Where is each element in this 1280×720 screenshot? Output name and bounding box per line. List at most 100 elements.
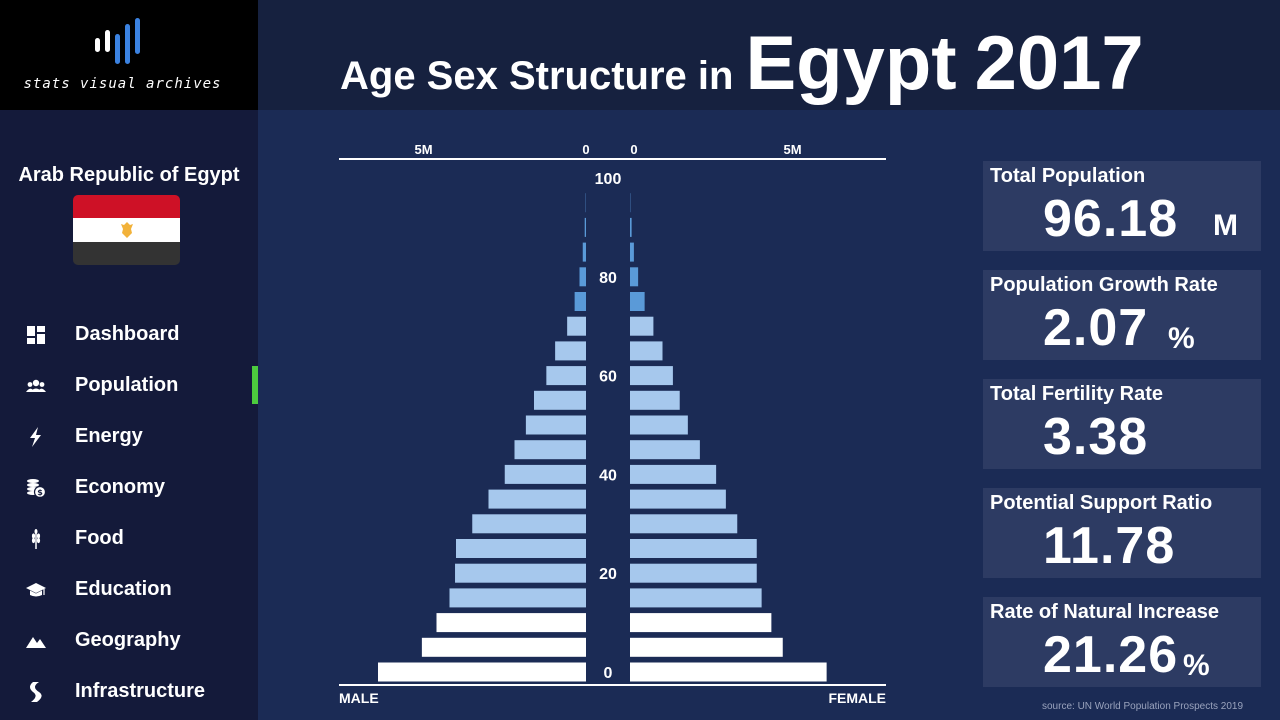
source-note: source: UN World Population Prospects 20… [1042,701,1244,712]
sidebar-item-energy[interactable]: Energy [0,412,258,463]
sidebar-item-economy[interactable]: $ Economy [0,463,258,514]
bar-chart-logo-icon [95,18,140,64]
sidebar-item-label: Population [75,374,179,396]
road-icon [30,682,42,702]
graduation-cap-icon [26,583,46,597]
female-bar [630,637,783,657]
stat-card-natural-increase: Rate of Natural Increase 21.26 % [983,597,1261,687]
male-bar [584,217,586,237]
male-bar [555,341,586,361]
stat-unit: % [1183,649,1210,682]
sidebar-item-label: Geography [75,629,181,651]
country-name: Arab Republic of Egypt [18,164,240,186]
stat-value: 11.78 [1043,517,1176,575]
female-bar [630,489,726,509]
sidebar-item-label: Infrastructure [75,680,206,702]
stat-card-growth-rate: Population Growth Rate 2.07 % [983,270,1261,360]
stat-label: Potential Support Ratio [990,492,1213,514]
male-axis-label: MALE [339,690,379,706]
flag-stripe-red [73,195,180,219]
female-bar [630,440,700,460]
title-year: 2017 [974,21,1144,106]
egypt-flag [73,195,180,265]
female-bar [630,390,680,410]
mountain-icon [26,637,46,648]
eagle-emblem-icon [121,222,133,238]
stat-card-fertility-rate: Total Fertility Rate 3.38 [983,379,1261,469]
female-bar [630,341,663,361]
sidebar-item-label: Food [75,527,124,549]
male-bar [378,662,586,682]
female-bar [630,217,632,237]
svg-text:$: $ [37,488,43,497]
female-bar [630,662,827,682]
stat-label: Total Population [990,165,1146,187]
age-tick-label: 40 [599,467,617,484]
stat-label: Rate of Natural Increase [990,601,1219,623]
female-bar [630,588,762,608]
stat-value: 3.38 [1043,408,1149,466]
stat-value: 21.26 [1043,626,1179,684]
male-bar [514,440,586,460]
male-bar [574,292,586,311]
sidebar-item-food[interactable]: Food [0,514,258,565]
active-indicator [252,366,258,404]
male-bar [449,588,586,608]
wheat-icon [31,529,41,549]
female-bar [630,563,757,583]
sidebar-item-label: Energy [75,425,143,447]
female-bar [630,267,639,287]
stat-unit: M [1213,209,1238,242]
female-bar [630,292,645,311]
female-bar [630,539,757,558]
male-bar [567,316,586,336]
sidebar-item-infrastructure[interactable]: Infrastructure [0,667,258,718]
top-tick-label: 0 [630,142,637,157]
female-bar [630,464,717,484]
stat-value: 96.18 [1043,190,1179,248]
female-bar [630,242,634,262]
page-title: Age Sex Structure in Egypt 2017 [340,20,1144,107]
male-bar [525,415,586,435]
top-tick-label: 5M [414,142,432,157]
male-bar [582,242,586,262]
female-bar [630,415,688,435]
stat-label: Total Fertility Rate [990,383,1163,405]
female-axis-label: FEMALE [828,690,886,706]
flag-stripe-black [73,241,180,265]
sidebar-item-label: Education [75,578,172,600]
top-tick-label: 0 [582,142,589,157]
age-tick-label: 0 [604,665,613,682]
male-bar [504,464,586,484]
male-bar [455,563,586,583]
coins-icon: $ [27,479,46,498]
people-icon [26,379,46,392]
title-country: Egypt [745,21,957,106]
male-bar [436,613,586,633]
male-bar [579,267,586,287]
male-bar [456,539,586,558]
title-prefix: Age Sex Structure in [340,54,734,98]
male-bar [546,366,586,386]
dashboard-icon [27,326,45,344]
sidebar: stats visual archives Arab Republic of E… [0,0,258,720]
stat-label: Population Growth Rate [990,274,1218,296]
stat-value: 2.07 [1043,299,1149,357]
sidebar-item-label: Dashboard [75,323,180,345]
female-bar [630,366,673,386]
lightning-icon [30,427,41,447]
brand-name: stats visual archives [23,76,222,92]
stat-card-total-population: Total Population 96.18 M [983,161,1261,251]
sidebar-item-education[interactable]: Education [0,565,258,616]
sidebar-nav: Dashboard Population Energy $ Ec [0,310,258,718]
male-bar [488,489,586,509]
male-bar [421,637,586,657]
male-bar [534,390,586,410]
sidebar-item-population[interactable]: Population [0,361,258,412]
sidebar-item-geography[interactable]: Geography [0,616,258,667]
age-tick-label: 80 [599,270,617,287]
sidebar-item-dashboard[interactable]: Dashboard [0,310,258,361]
sidebar-item-label: Economy [75,476,166,498]
brand-logo[interactable]: stats visual archives [0,0,258,110]
